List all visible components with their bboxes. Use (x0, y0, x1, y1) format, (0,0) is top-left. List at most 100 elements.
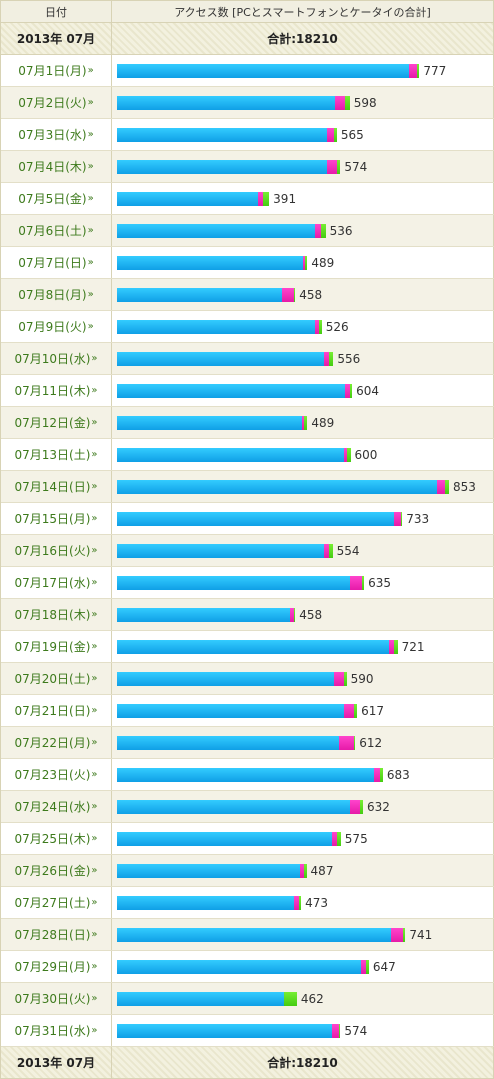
date-label: 07月3日(水) (18, 128, 87, 142)
stacked-bar (117, 448, 351, 462)
smartphone-bar-segment (334, 96, 345, 110)
feature-phone-bar-segment (366, 960, 369, 974)
date-link[interactable]: 07月25日(木)» (1, 823, 112, 854)
stacked-bar (117, 256, 308, 270)
pc-bar-segment (117, 160, 328, 174)
data-label: 473 (305, 896, 328, 910)
date-link[interactable]: 07月18日(木)» (1, 599, 112, 630)
date-link[interactable]: 07月13日(土)» (1, 439, 112, 470)
date-link[interactable]: 07月8日(月)» (1, 279, 112, 310)
pc-bar-segment (117, 576, 351, 590)
smartphone-bar-segment (350, 576, 362, 590)
double-arrow-icon: » (91, 801, 98, 812)
bar-cell: 473 (112, 887, 494, 918)
date-link[interactable]: 07月3日(水)» (1, 119, 112, 150)
table-row: 07月5日(金)» 391 (1, 183, 494, 215)
pc-bar-segment (117, 960, 362, 974)
date-link[interactable]: 07月22日(月)» (1, 727, 112, 758)
feature-phone-bar-segment (360, 800, 363, 814)
table-row: 07月6日(土)» 536 (1, 215, 494, 247)
pc-bar-segment (117, 288, 282, 302)
bar-cell: 458 (112, 599, 494, 630)
date-link[interactable]: 07月6日(土)» (1, 215, 112, 246)
data-label: 565 (340, 128, 364, 142)
date-link[interactable]: 07月10日(水)» (1, 343, 112, 374)
date-label: 07月11日(木) (14, 384, 91, 398)
date-label: 07月5日(金) (18, 192, 87, 206)
data-label: 598 (353, 96, 377, 110)
bar-cell: 489 (112, 247, 494, 278)
date-link[interactable]: 07月14日(日)» (1, 471, 112, 502)
date-link[interactable]: 07月2日(火)» (1, 87, 112, 118)
pc-bar-segment (117, 384, 346, 398)
feature-phone-bar-segment (353, 736, 356, 750)
bar-cell: 556 (112, 343, 494, 374)
date-link[interactable]: 07月27日(土)» (1, 887, 112, 918)
date-link[interactable]: 07月31日(水)» (1, 1015, 112, 1046)
pc-bar-segment (117, 192, 258, 206)
date-link[interactable]: 07月9日(火)» (1, 311, 112, 342)
pc-bar-segment (117, 640, 390, 654)
double-arrow-icon: » (91, 513, 98, 524)
chart-rows: 07月1日(月)» 777 07月2日(火)» 598 07月3日(水)» 565 07月4… (1, 55, 494, 1047)
date-link[interactable]: 07月28日(日)» (1, 919, 112, 950)
feature-phone-bar-segment (347, 448, 351, 462)
data-label: 489 (311, 256, 335, 270)
data-label: 458 (299, 608, 323, 622)
date-link[interactable]: 07月24日(水)» (1, 791, 112, 822)
feature-phone-bar-segment (263, 192, 270, 206)
date-link[interactable]: 07月29日(月)» (1, 951, 112, 982)
table-row: 07月24日(水)» 632 (1, 791, 494, 823)
double-arrow-icon: » (87, 225, 94, 236)
stacked-bar (117, 1024, 341, 1038)
date-link[interactable]: 07月26日(金)» (1, 855, 112, 886)
date-link[interactable]: 07月5日(金)» (1, 183, 112, 214)
date-link[interactable]: 07月17日(水)» (1, 567, 112, 598)
date-link[interactable]: 07月16日(火)» (1, 535, 112, 566)
date-label: 07月27日(土) (14, 896, 91, 910)
feature-phone-bar-segment (319, 320, 322, 334)
table-row: 07月18日(木)» 458 (1, 599, 494, 631)
bar-cell: 598 (112, 87, 494, 118)
feature-phone-bar-segment (304, 256, 308, 270)
stacked-bar (117, 288, 296, 302)
pc-bar-segment (117, 480, 437, 494)
date-link[interactable]: 07月30日(火)» (1, 983, 112, 1014)
double-arrow-icon: » (91, 833, 98, 844)
double-arrow-icon: » (87, 97, 94, 108)
stacked-bar (117, 512, 403, 526)
table-row: 07月12日(金)» 489 (1, 407, 494, 439)
table-row: 07月7日(日)» 489 (1, 247, 494, 279)
stacked-bar (117, 928, 406, 942)
date-label: 07月24日(水) (14, 800, 91, 814)
date-link[interactable]: 07月1日(月)» (1, 55, 112, 86)
date-link[interactable]: 07月4日(木)» (1, 151, 112, 182)
bar-cell: 632 (112, 791, 494, 822)
date-label: 07月22日(月) (14, 736, 91, 750)
date-label: 07月29日(月) (14, 960, 91, 974)
data-label: 604 (356, 384, 379, 398)
double-arrow-icon: » (91, 769, 98, 780)
data-label: 554 (336, 544, 360, 558)
date-link[interactable]: 07月23日(火)» (1, 759, 112, 790)
feature-phone-bar-segment (294, 288, 296, 302)
date-label: 07月14日(日) (14, 480, 91, 494)
date-link[interactable]: 07月21日(日)» (1, 695, 112, 726)
stacked-bar (117, 96, 350, 110)
feature-phone-bar-segment (344, 96, 350, 110)
table-row: 07月1日(月)» 777 (1, 55, 494, 87)
smartphone-bar-segment (343, 704, 355, 718)
table-row: 07月23日(火)» 683 (1, 759, 494, 791)
date-link[interactable]: 07月11日(木)» (1, 375, 112, 406)
date-link[interactable]: 07月15日(月)» (1, 503, 112, 534)
double-arrow-icon: » (91, 897, 98, 908)
feature-phone-bar-segment (304, 416, 308, 430)
date-link[interactable]: 07月7日(日)» (1, 247, 112, 278)
data-label: 853 (453, 480, 476, 494)
date-link[interactable]: 07月12日(金)» (1, 407, 112, 438)
date-link[interactable]: 07月19日(金)» (1, 631, 112, 662)
data-label: 741 (409, 928, 433, 942)
date-link[interactable]: 07月20日(土)» (1, 663, 112, 694)
double-arrow-icon: » (91, 961, 98, 972)
